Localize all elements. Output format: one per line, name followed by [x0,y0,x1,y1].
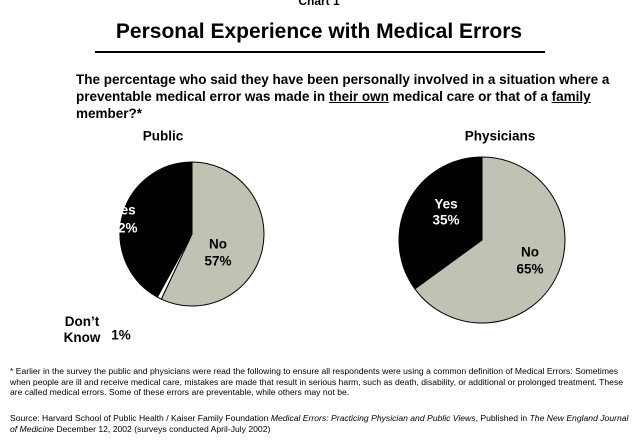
slice-value-label: 35% [432,213,459,228]
pie-slice [119,161,193,298]
question-text: member?* [76,106,143,121]
question: The percentage who said they have been p… [76,71,636,122]
header: Chart 1 [298,0,340,8]
question-text: family [551,89,591,104]
slice-value-label: 1% [111,328,131,343]
slice-value-label: 42% [110,221,137,236]
pie-slice [398,156,483,290]
pie-slice [160,161,265,307]
question-text: The percentage who said they have been p… [76,72,610,87]
source-text: December 12, 2002 (surveys conducted Apr… [53,423,271,434]
slice-label: No [521,245,539,260]
title: Personal Experience with Medical Errors [115,20,523,43]
pie-title: Physicians [465,129,536,144]
question-text: preventable medical error was made in [76,89,329,104]
source-text: Medical Errors: Practicing Physician and… [270,413,476,423]
source-text: The New England Journal of Medicine [10,413,629,434]
pie-slice [414,156,566,324]
slice-label: Yes [434,197,457,212]
source: Source: Harvard School of Public Health … [10,413,630,434]
pie-title: Public [143,129,184,144]
footnote: * Earlier in the survey the public and p… [10,366,624,397]
slice-label: No [209,237,227,252]
source-text: Source: Harvard School of Public Health … [10,413,271,423]
question-text: their own [328,89,389,104]
slice-label: Don’t Know [64,314,101,345]
question-text: medical care or that of a [388,89,552,104]
title-rule [95,51,545,53]
slice-value-label: 65% [516,262,543,277]
source-text: , Published in [475,413,530,423]
slice-value-label: 57% [204,254,231,269]
slice-label: Yes [112,203,135,218]
